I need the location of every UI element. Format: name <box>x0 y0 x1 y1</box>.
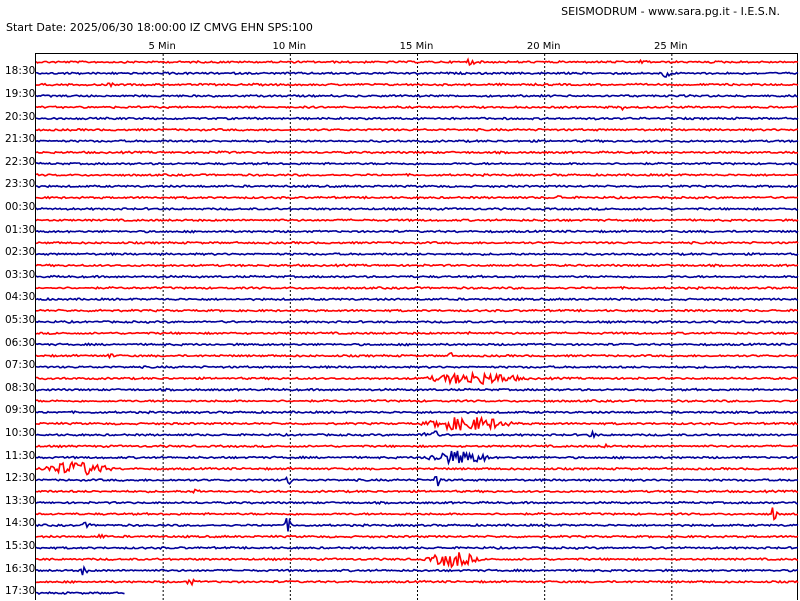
seismic-trace <box>36 206 799 212</box>
seismic-trace <box>36 591 125 596</box>
seismic-trace <box>36 217 799 223</box>
seismic-trace <box>36 365 799 370</box>
seismic-trace <box>36 184 799 189</box>
row-time-label: 18:30 <box>5 65 36 78</box>
row-time-label: 10:30 <box>5 426 36 439</box>
seismic-trace <box>36 409 799 415</box>
seismic-trace <box>36 229 799 234</box>
seismic-trace <box>36 71 799 78</box>
row-time-label: 14:30 <box>5 517 36 530</box>
row-time-label: 21:30 <box>5 133 36 146</box>
row-time-label: 00:30 <box>5 200 36 213</box>
seismic-trace <box>36 172 799 178</box>
row-time-label: 07:30 <box>5 359 36 372</box>
seismic-trace <box>36 308 798 313</box>
x-tick-label: 15 Min <box>399 41 434 52</box>
row-time-label: 19:30 <box>5 87 36 100</box>
seismic-trace <box>36 274 799 279</box>
seismic-trace <box>36 387 799 393</box>
seismic-trace <box>36 442 799 449</box>
row-time-label: 16:30 <box>5 562 36 575</box>
row-time-label: 20:30 <box>5 110 36 123</box>
seismic-trace <box>36 415 799 432</box>
row-time-label: 01:30 <box>5 223 36 236</box>
row-time-label: 13:30 <box>5 494 36 507</box>
seismic-trace <box>36 161 799 166</box>
seismic-trace <box>36 139 799 144</box>
seismic-trace <box>36 450 799 466</box>
x-tick-label: 25 Min <box>654 41 688 52</box>
row-time-label: 22:30 <box>5 155 36 168</box>
row-time-label: 08:30 <box>5 381 36 394</box>
seismic-trace <box>36 240 799 245</box>
seismic-trace <box>36 552 798 569</box>
seismic-trace <box>36 127 799 132</box>
seismic-trace <box>36 460 799 476</box>
seismic-trace <box>36 93 798 98</box>
seismic-trace <box>36 370 799 386</box>
row-time-label: 04:30 <box>5 291 36 304</box>
seismic-trace <box>36 105 799 112</box>
row-time-label: 05:30 <box>5 313 36 326</box>
seismic-trace <box>36 488 799 494</box>
seismic-trace <box>36 517 799 532</box>
row-time-label: 17:30 <box>5 585 36 598</box>
x-tick-label: 20 Min <box>526 41 561 52</box>
x-tick-label: 10 Min <box>272 41 307 52</box>
seismic-trace <box>36 564 799 576</box>
seismic-trace <box>36 263 799 268</box>
seismic-trace <box>36 296 799 302</box>
x-tick-label: 5 Min <box>148 41 176 52</box>
seismic-trace <box>36 252 799 257</box>
row-time-label: 02:30 <box>5 246 36 259</box>
row-time-label: 23:30 <box>5 178 36 191</box>
seismic-trace <box>36 81 799 89</box>
seismic-trace <box>36 507 799 521</box>
seismic-trace <box>36 429 799 440</box>
seismic-trace <box>36 533 799 540</box>
seismic-trace <box>36 500 799 506</box>
seismic-trace <box>36 398 799 403</box>
seismic-trace <box>36 330 799 336</box>
row-time-label: 03:30 <box>5 268 36 281</box>
seismic-trace <box>36 342 799 347</box>
seismic-trace <box>36 57 799 67</box>
seismic-trace <box>36 578 799 587</box>
row-time-label: 15:30 <box>5 539 36 552</box>
seismic-trace <box>36 545 799 551</box>
row-time-label: 11:30 <box>5 449 36 462</box>
seismic-trace <box>36 351 799 360</box>
row-time-label: 06:30 <box>5 336 36 349</box>
seismic-trace <box>36 285 799 291</box>
seismogram-plot <box>35 53 799 601</box>
seismic-trace <box>36 475 799 487</box>
seismogram-svg <box>36 54 799 601</box>
seismic-trace <box>36 116 799 121</box>
drum-title: SEISMODRUM - www.sara.pg.it - I.E.S.N. <box>561 5 780 18</box>
row-time-label: 12:30 <box>5 472 36 485</box>
seismic-trace <box>36 150 799 155</box>
row-time-label: 09:30 <box>5 404 36 417</box>
start-date-info: Start Date: 2025/06/30 18:00:00 IZ CMVG … <box>6 21 313 34</box>
seismic-trace <box>36 319 799 325</box>
seismic-trace <box>36 194 799 200</box>
